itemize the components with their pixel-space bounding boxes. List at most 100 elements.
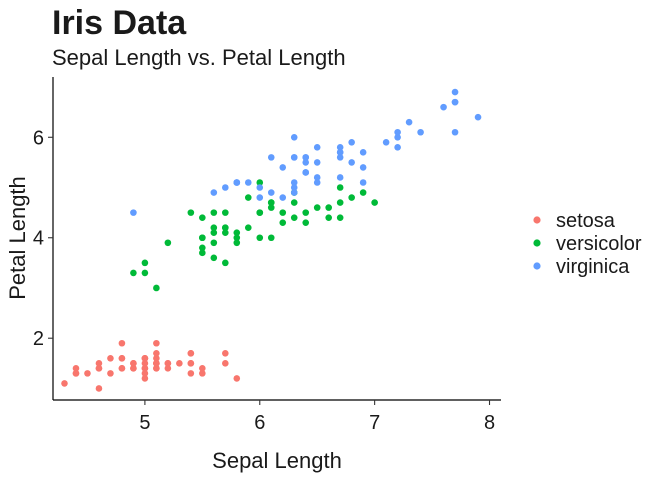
data-point-versicolor-34 xyxy=(187,209,195,216)
data-point-virginica-38 xyxy=(256,194,264,201)
data-point-setosa-44 xyxy=(153,339,160,347)
data-point-versicolor-48 xyxy=(153,284,160,292)
data-point-versicolor-40 xyxy=(199,214,206,221)
data-point-virginica-7 xyxy=(405,118,413,126)
data-point-versicolor-7 xyxy=(130,269,137,277)
data-point-versicolor-37 xyxy=(290,214,298,221)
data-point-virginica-8 xyxy=(336,144,344,151)
data-point-setosa-29 xyxy=(107,355,114,362)
data-point-setosa-46 xyxy=(153,355,160,362)
data-point-versicolor-39 xyxy=(199,234,206,242)
data-point-setosa-15 xyxy=(222,360,229,367)
data-point-setosa-31 xyxy=(187,360,195,367)
data-point-versicolor-49 xyxy=(222,229,229,237)
data-point-virginica-46 xyxy=(290,184,298,191)
data-point-setosa-17 xyxy=(153,365,160,372)
x-axis-label: Sepal Length xyxy=(212,448,342,473)
data-point-virginica-49 xyxy=(244,179,252,186)
data-point-versicolor-25 xyxy=(325,214,332,221)
data-point-setosa-18 xyxy=(222,349,229,357)
data-point-setosa-43 xyxy=(141,355,149,362)
data-point-virginica-10 xyxy=(313,179,321,186)
data-point-versicolor-36 xyxy=(336,199,344,206)
data-point-setosa-47 xyxy=(95,365,103,372)
data-point-virginica-36 xyxy=(290,154,298,161)
data-point-versicolor-4 xyxy=(313,204,321,211)
legend-key-setosa xyxy=(533,216,541,224)
data-point-versicolor-26 xyxy=(348,194,355,201)
data-point-versicolor-23 xyxy=(267,199,275,206)
data-point-virginica-9 xyxy=(394,128,401,136)
data-point-setosa-32 xyxy=(164,360,172,367)
data-point-setosa-30 xyxy=(118,355,126,362)
data-point-virginica-27 xyxy=(267,189,275,196)
data-point-setosa-41 xyxy=(84,370,91,377)
data-point-setosa-34 xyxy=(130,360,137,367)
data-point-setosa-3 xyxy=(95,360,103,367)
data-point-versicolor-12 xyxy=(256,234,264,242)
data-point-versicolor-15 xyxy=(336,214,344,221)
data-point-virginica-23 xyxy=(290,189,298,196)
data-point-versicolor-29 xyxy=(222,259,229,267)
data-point-versicolor-44 xyxy=(210,224,218,231)
data-point-virginica-40 xyxy=(336,154,344,161)
data-point-virginica-5 xyxy=(440,103,447,111)
data-point-setosa-20 xyxy=(187,349,195,357)
data-point-virginica-43 xyxy=(348,139,355,146)
data-point-virginica-16 xyxy=(313,159,321,166)
y-tick-label-4: 4 xyxy=(33,228,44,250)
data-point-setosa-8 xyxy=(72,365,80,372)
data-point-versicolor-10 xyxy=(141,259,149,267)
data-point-setosa-13 xyxy=(61,380,68,387)
data-point-versicolor-31 xyxy=(199,249,206,257)
data-point-virginica-44 xyxy=(336,149,344,156)
chart-subtitle: Sepal Length vs. Petal Length xyxy=(52,45,346,70)
data-point-setosa-16 xyxy=(187,370,195,377)
data-point-setosa-28 xyxy=(164,365,172,372)
data-point-setosa-35 xyxy=(141,375,149,382)
data-point-versicolor-35 xyxy=(256,209,264,216)
data-point-virginica-42 xyxy=(233,179,241,186)
data-point-versicolor-0 xyxy=(371,199,378,206)
data-point-virginica-31 xyxy=(474,113,482,121)
x-axis-ticks: 5 6 7 8 xyxy=(139,400,495,434)
data-point-virginica-37 xyxy=(302,159,310,166)
legend-label-versicolor: versicolor xyxy=(556,233,642,255)
data-point-versicolor-11 xyxy=(244,224,252,231)
legend-key-virginica xyxy=(533,262,541,270)
data-point-setosa-23 xyxy=(153,349,160,357)
chart-title: Iris Data xyxy=(52,4,187,42)
data-point-virginica-12 xyxy=(348,159,355,166)
data-point-versicolor-1 xyxy=(302,209,310,216)
data-point-virginica-32 xyxy=(302,154,310,161)
data-point-versicolor-42 xyxy=(233,234,241,242)
data-point-setosa-7 xyxy=(141,360,149,367)
y-axis-ticks: 2 4 6 xyxy=(33,127,53,350)
data-point-versicolor-17 xyxy=(233,229,241,237)
data-point-virginica-19 xyxy=(256,184,264,191)
data-point-setosa-39 xyxy=(153,360,160,367)
x-tick-label-5: 5 xyxy=(139,412,150,434)
data-point-setosa-42 xyxy=(72,370,80,377)
data-point-versicolor-21 xyxy=(267,234,275,242)
data-point-versicolor-18 xyxy=(279,209,287,216)
data-point-virginica-2 xyxy=(382,139,390,146)
legend-label-virginica: virginica xyxy=(556,256,630,278)
data-point-virginica-29 xyxy=(394,144,401,151)
data-point-virginica-33 xyxy=(290,179,298,186)
data-point-virginica-26 xyxy=(279,194,287,201)
data-point-versicolor-19 xyxy=(210,239,218,247)
data-point-setosa-40 xyxy=(141,370,149,377)
data-point-virginica-30 xyxy=(417,128,424,136)
data-point-virginica-35 xyxy=(451,128,459,136)
data-point-versicolor-32 xyxy=(233,239,241,247)
y-tick-label-2: 2 xyxy=(33,328,44,350)
data-point-virginica-15 xyxy=(302,169,310,176)
data-point-virginica-13 xyxy=(222,184,229,191)
legend-key-versicolor xyxy=(533,239,541,247)
data-point-setosa-2 xyxy=(107,370,114,377)
data-point-virginica-45 xyxy=(336,174,344,181)
data-point-virginica-39 xyxy=(359,164,367,171)
